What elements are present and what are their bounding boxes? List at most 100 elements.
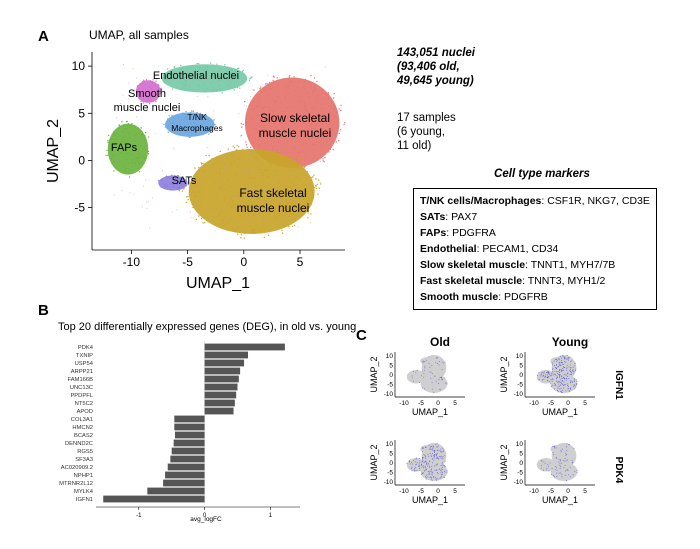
expr-point [411,466,413,468]
expr-point [440,469,442,471]
cluster-point [211,81,213,83]
expr-point [556,371,558,373]
c-y-tick-label: 10 [516,353,524,360]
cluster-point [276,216,278,219]
cluster-point [289,81,291,83]
cluster-point [263,129,265,131]
cluster-point [149,96,151,99]
expr-point [433,459,435,461]
cluster-point [277,157,279,160]
stray-point [244,104,246,106]
stray-point [216,76,218,78]
c-cluster [550,444,566,454]
cluster-point [293,215,296,218]
cluster-point [212,166,214,169]
expr-point [422,360,424,362]
gene-label: USP54 [75,361,94,367]
cluster-point [144,131,147,134]
expr-point [435,454,437,456]
cluster-point [293,95,296,97]
cluster-point [314,87,317,89]
cluster-point [265,112,268,115]
cluster-point [215,156,218,158]
cluster-point [292,133,294,135]
cluster-point [141,82,144,84]
expr-point [441,473,443,475]
cluster-point [153,93,156,95]
expr-point [422,473,424,475]
cluster-point [193,88,195,91]
cluster-point [113,130,115,133]
cluster-point [242,148,244,151]
cluster-point [137,91,140,93]
cluster-point [240,134,243,137]
cluster-point [185,67,188,70]
cluster-point [197,62,200,65]
expr-point [562,376,564,378]
stray-point [152,197,154,199]
gene-label: SF3A3 [75,457,93,463]
expr-point [549,375,551,377]
expr-point [551,384,553,386]
cluster-point [111,157,113,160]
stray-point [282,120,284,122]
cluster-point [140,100,142,103]
cluster-point [284,98,287,100]
cluster-point [284,184,286,186]
cluster-point [240,233,243,236]
expr-point [559,388,561,390]
stray-point [145,201,147,203]
cluster-point [313,128,315,130]
cluster-point [262,107,264,109]
cluster-point [180,69,183,71]
cluster-point [268,215,270,217]
cluster-point [317,193,319,195]
cluster-point [196,62,198,65]
cluster-point [278,181,281,184]
cluster-point [305,108,308,111]
stray-point [236,149,238,151]
cluster-point [122,162,124,164]
expr-point [563,467,565,469]
expr-point [423,369,425,371]
cluster-point [237,158,240,160]
cluster-point [235,149,237,151]
cluster-point [227,78,229,80]
expr-point [438,378,440,380]
cluster-point [259,205,261,208]
cluster-point [290,132,292,134]
expr-point [419,462,421,464]
cluster-point [124,168,126,171]
cluster-point [284,96,286,98]
stray-point [245,190,247,192]
cluster-point [241,84,243,86]
cluster-point [281,122,283,124]
stray-point [189,211,191,213]
cluster-point [220,186,222,189]
stray-point [306,110,308,112]
cluster-point [171,174,173,177]
expr-point [413,380,414,382]
cluster-point [209,220,211,222]
cluster-point [302,143,304,145]
cluster-point [267,175,269,178]
expr-point [434,469,436,471]
cluster-point [126,148,128,151]
cluster-point [160,186,162,189]
expr-point [561,462,562,464]
cluster-point [218,214,220,216]
cluster-point [252,108,254,111]
expr-point [573,381,575,382]
cluster-point [150,96,152,98]
cluster-point [305,104,307,106]
sample-stats: 17 samples (6 young, 11 old) [397,111,456,153]
expr-point [547,464,549,465]
expr-point [410,463,412,465]
cluster-point [200,74,202,76]
gene-label: MYLK4 [74,489,94,495]
c-x-tick-label: -5 [418,488,424,495]
expr-point [565,358,567,360]
deg-bar-ac020909-2 [167,463,205,471]
cluster-point [238,71,241,73]
